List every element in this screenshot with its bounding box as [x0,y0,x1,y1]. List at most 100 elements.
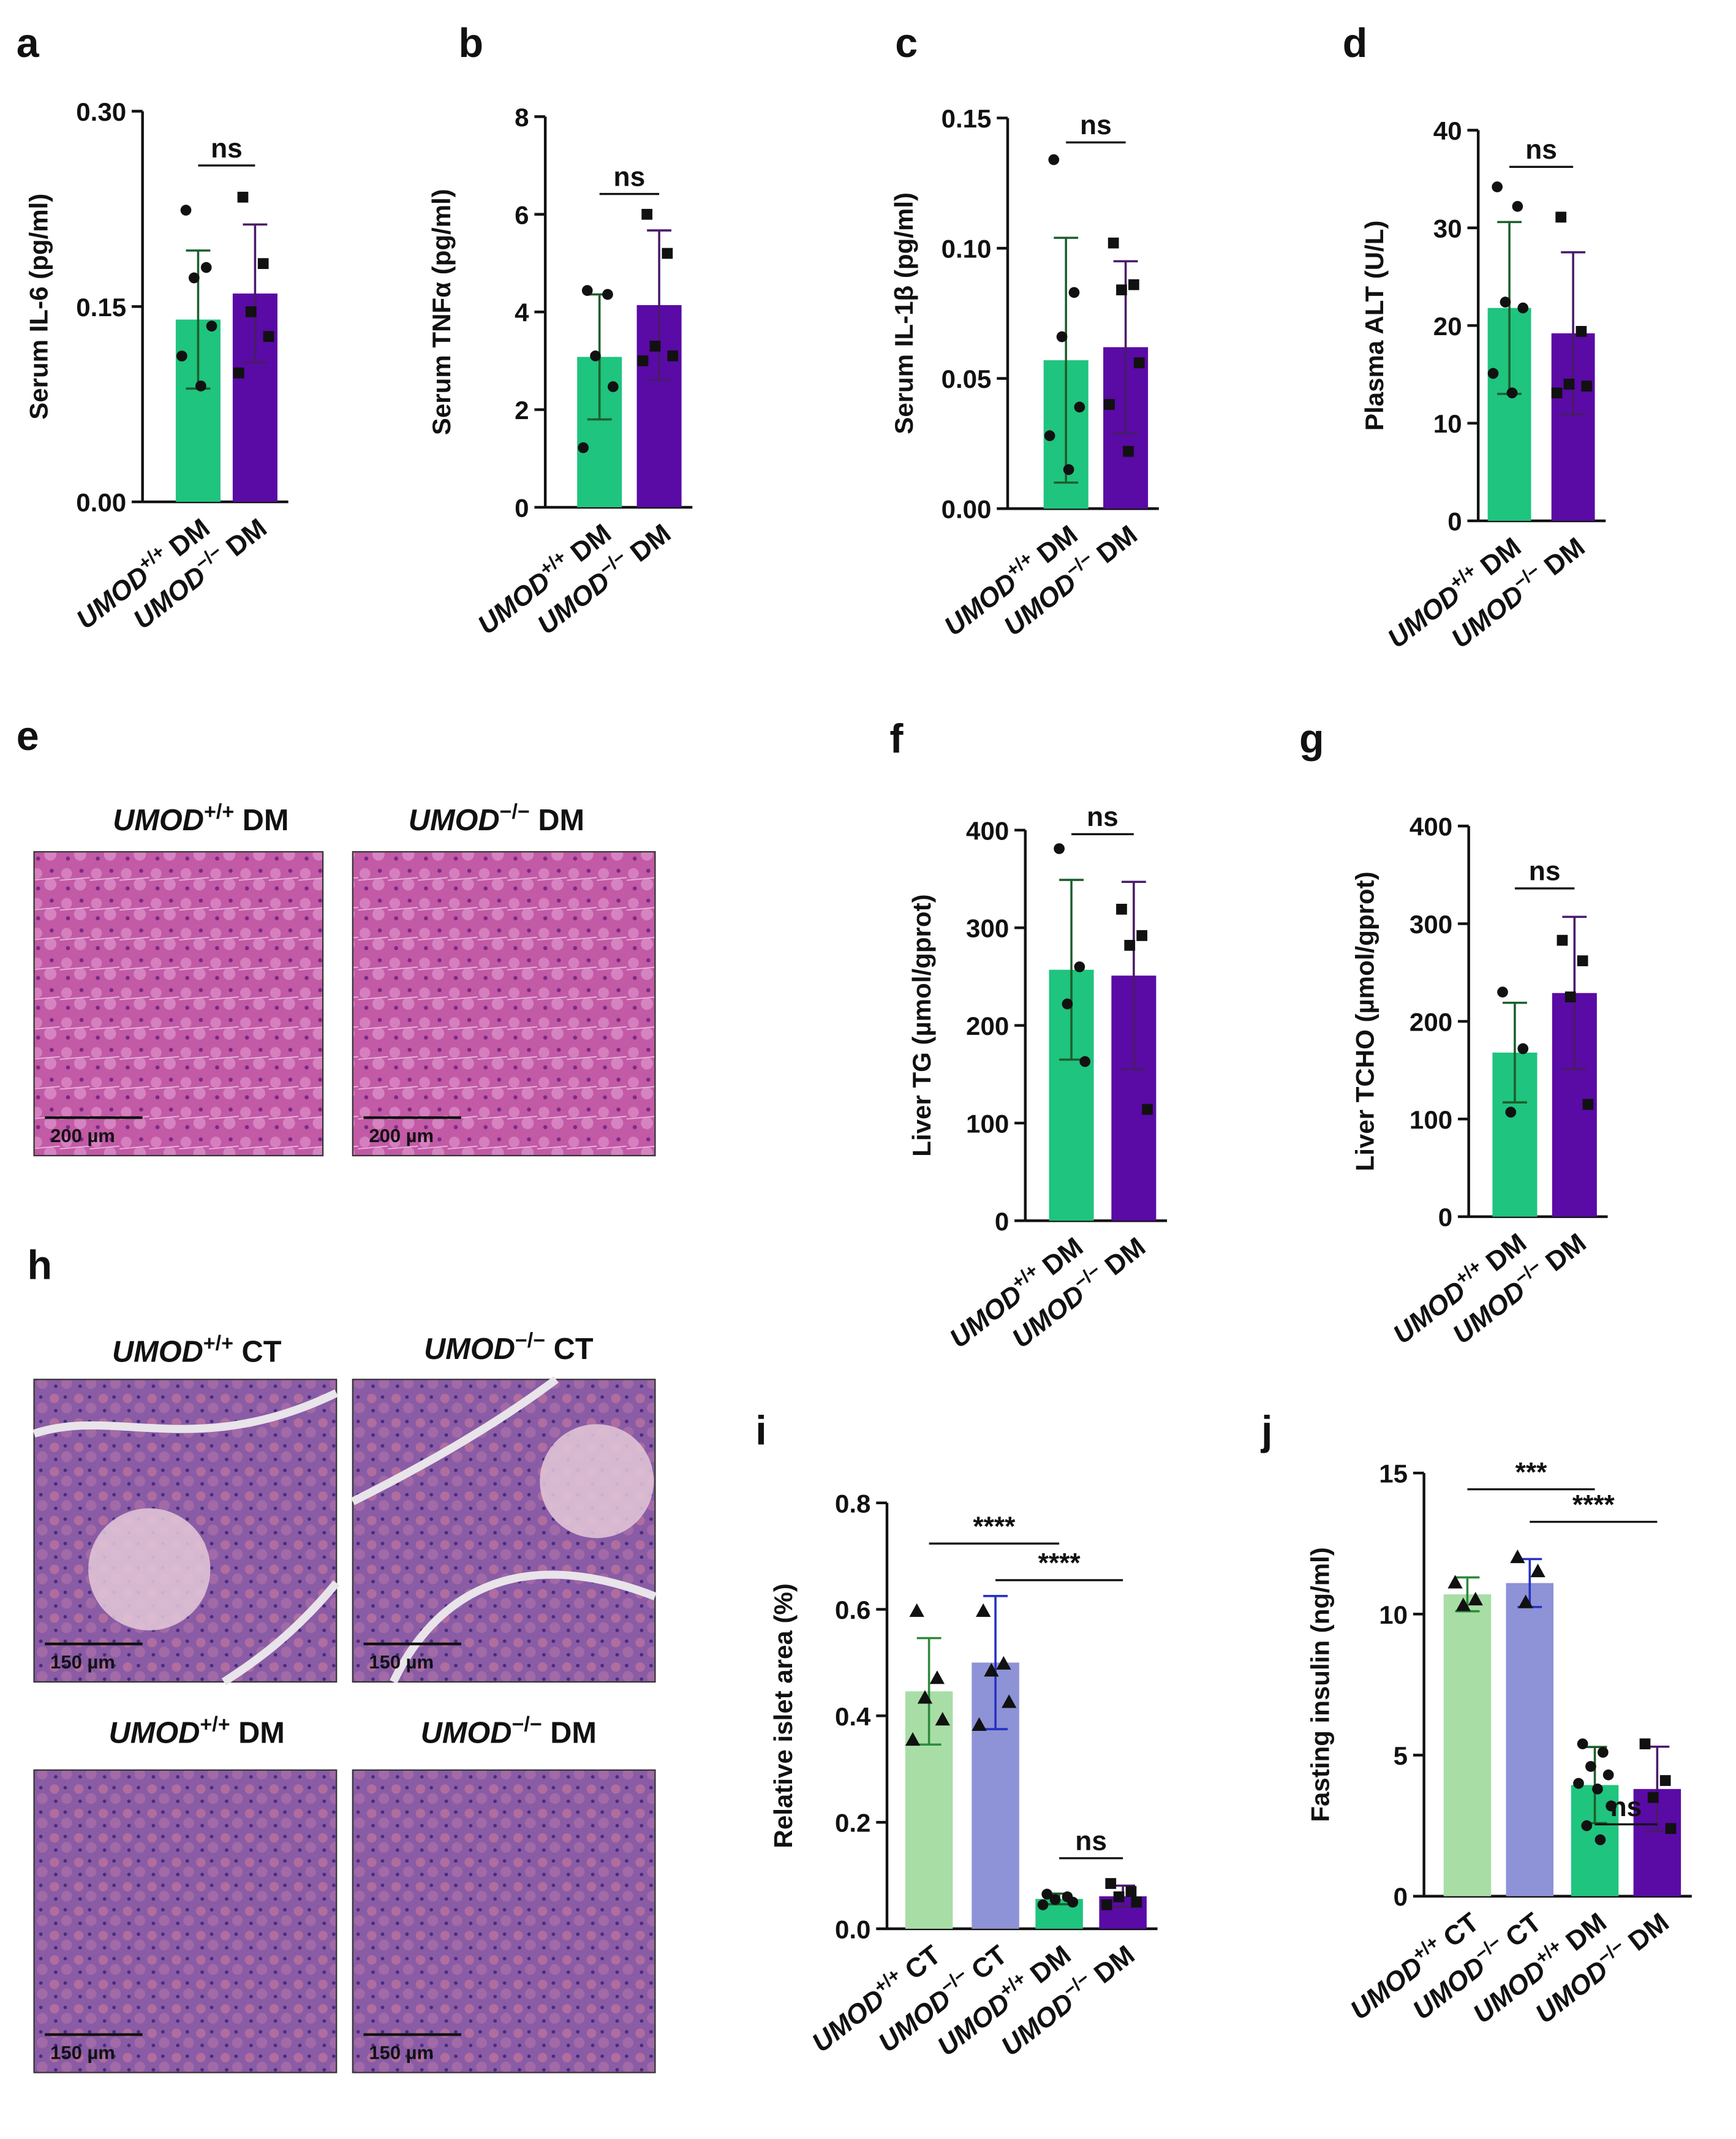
data-point [1530,1563,1545,1578]
y-tick-label: 4 [515,298,529,327]
panel-letter: a [17,21,40,66]
data-point [1639,1738,1651,1749]
data-point [1505,1107,1517,1118]
data-point [1002,1694,1017,1708]
data-point [1128,279,1139,290]
y-tick-label: 400 [966,816,1009,845]
y-tick-label: 10 [1433,409,1462,438]
data-point [1577,1738,1588,1749]
data-point [905,1732,921,1746]
data-point [662,248,673,259]
y-axis-label: Liver TCHO (µmol/gprot) [1351,871,1379,1171]
data-point [1049,1894,1061,1905]
data-point [1557,934,1568,946]
data-point [1518,1594,1533,1608]
data-point [195,380,206,392]
significance-label: ns [211,134,243,164]
data-point [1563,379,1575,390]
y-tick-label: 400 [1410,812,1452,841]
data-point [176,350,187,362]
data-point [1492,181,1503,192]
y-tick-label: 300 [966,914,1009,943]
panel-letter: j [1260,1409,1272,1454]
data-point [649,341,661,352]
histology-image [352,851,656,1157]
data-point [1455,1597,1471,1611]
error-bar [916,1637,942,1746]
scale-label: 200 µm [369,1125,434,1146]
bar [1443,1594,1492,1896]
y-tick-label: 2 [515,396,529,425]
data-point [929,1670,945,1684]
data-point [1665,1823,1677,1834]
y-tick-label: 300 [1410,910,1452,939]
data-point [206,320,217,332]
data-point [1108,237,1119,249]
y-tick-label: 20 [1433,312,1462,341]
error-bar [1121,880,1146,1071]
data-point [1577,955,1588,966]
error-bar [983,1595,1008,1730]
data-point [1116,284,1127,295]
histology-image [33,851,324,1157]
data-point [1054,843,1065,854]
data-point [1573,1777,1584,1789]
y-axis-label: Fasting insulin (ng/ml) [1306,1547,1335,1822]
data-point [1602,1769,1614,1781]
data-point [667,350,679,362]
significance-label: *** [1515,1457,1547,1487]
data-point [1133,357,1145,368]
data-point [1517,1043,1529,1054]
significance-label: ns [1610,1792,1642,1822]
data-point [1131,1896,1142,1908]
data-point [1510,1549,1525,1564]
y-tick-label: 6 [515,200,529,229]
data-point [590,350,601,362]
data-point [188,272,200,284]
data-point [1506,387,1518,399]
data-point [1597,1747,1609,1758]
data-point [1062,998,1073,1010]
data-point [1564,991,1576,1002]
y-tick-label: 100 [1410,1105,1452,1134]
scale-label: 150 µm [369,1651,434,1673]
data-point [257,258,269,270]
y-tick-label: 0.0 [835,1915,870,1944]
y-tick-label: 0.15 [76,293,126,322]
data-point [1468,1591,1483,1606]
error-bar [1054,237,1079,484]
data-point [1067,1896,1079,1908]
y-tick-label: 5 [1394,1741,1408,1770]
data-point [1104,399,1115,410]
data-point [1551,387,1563,399]
significance-label: ns [614,162,646,192]
data-point [1123,445,1134,457]
data-point [1647,1792,1659,1803]
panel-letter: h [28,1243,53,1289]
significance-label: **** [973,1512,1016,1542]
panel-letter: c [895,21,918,66]
y-tick-label: 0 [515,493,529,522]
data-point [972,1717,987,1731]
data-point [607,381,619,392]
y-tick-label: 0 [1447,507,1462,536]
panel-letter: d [1343,21,1368,66]
data-point [581,285,593,296]
data-point [1576,325,1587,337]
image-title: UMOD−/− CT [424,1329,594,1366]
y-tick-label: 0.8 [835,1489,870,1518]
data-point [641,208,653,220]
data-point [1063,464,1074,475]
data-point [1512,200,1523,212]
data-point [1142,1104,1153,1115]
significance-label: **** [1572,1490,1615,1520]
image-title: UMOD−/− DM [421,1713,597,1750]
data-point [1048,154,1060,165]
y-axis-label: Plasma ALT (U/L) [1360,221,1389,431]
y-tick-label: 0 [995,1207,1009,1236]
y-tick-label: 30 [1433,214,1462,243]
data-point [1487,368,1499,379]
islet [540,1424,654,1539]
significance-label: ns [1075,1826,1107,1856]
y-axis-label: Serum IL-6 (pg/ml) [25,194,53,420]
